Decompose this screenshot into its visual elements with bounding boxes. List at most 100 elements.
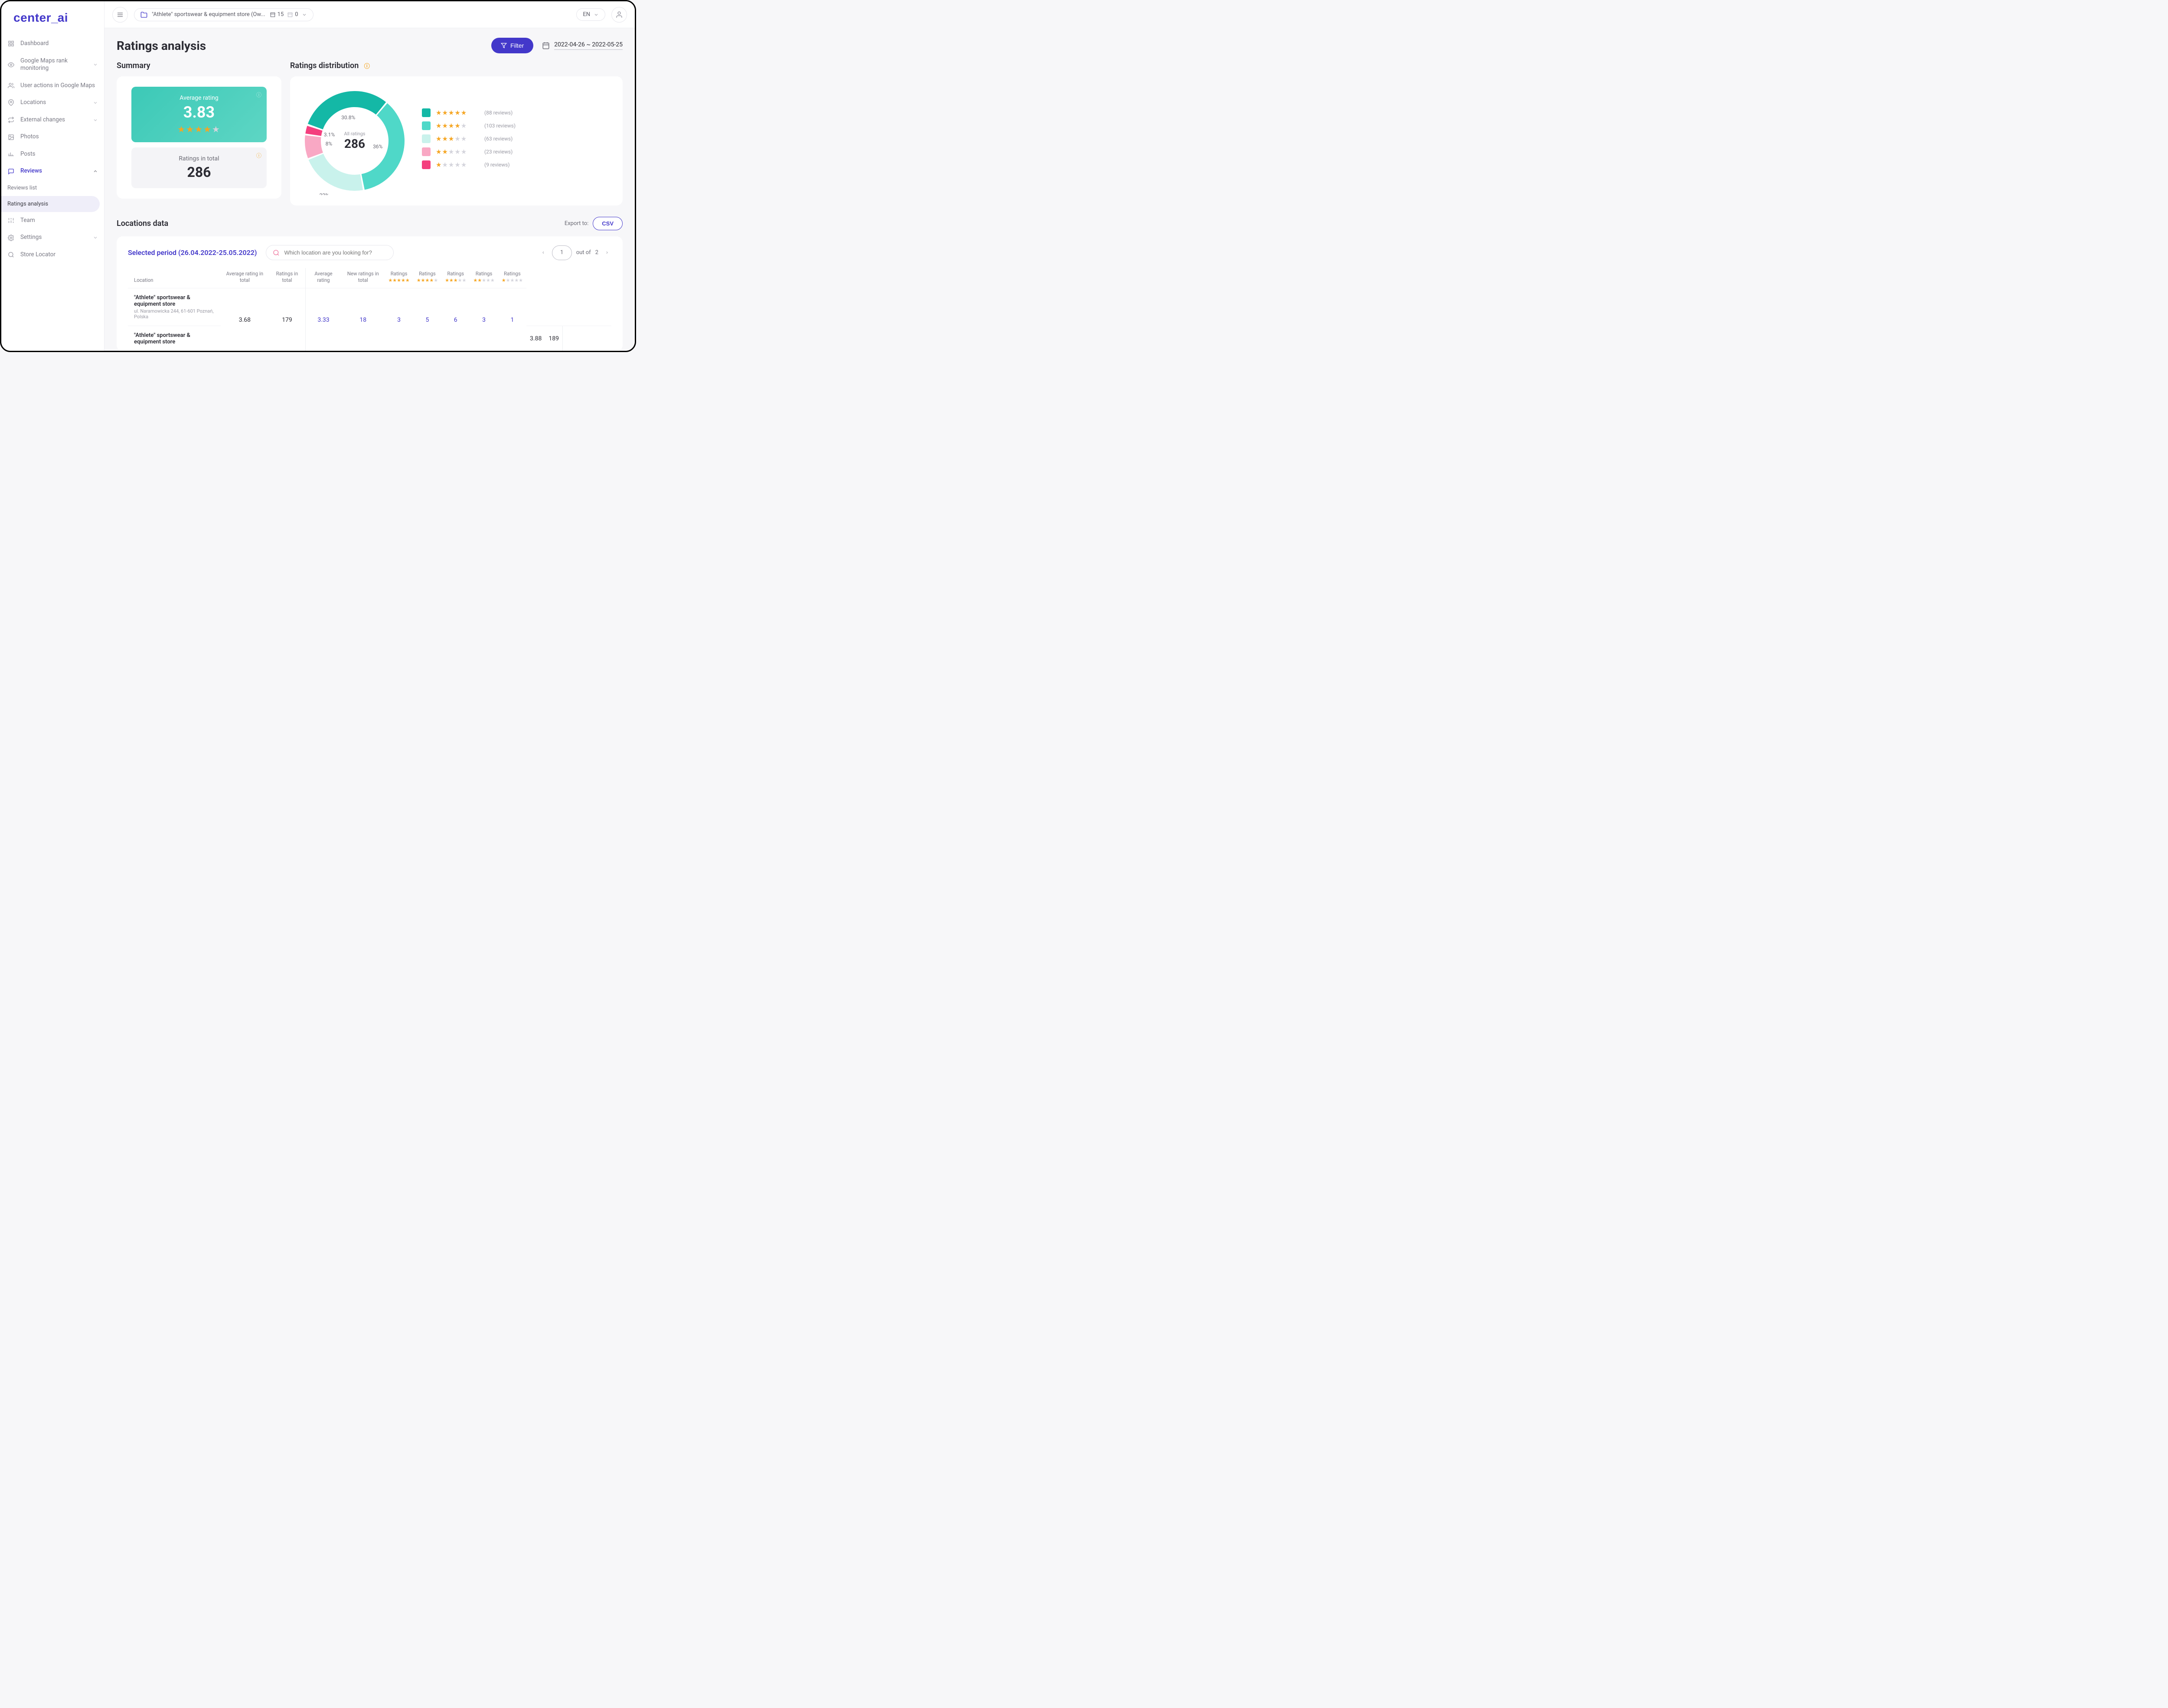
- sidebar-item-rank-monitoring[interactable]: Google Maps rank monitoring: [1, 52, 104, 77]
- sidebar-item-label: Dashboard: [20, 40, 98, 48]
- sidebar-item-label: Locations: [20, 99, 93, 107]
- pin-icon: [7, 99, 14, 106]
- sidebar-item-dashboard[interactable]: Dashboard: [1, 35, 104, 52]
- summary-card: ⓘ Average rating 3.83 ★★★★★ ⓘ Ratings in…: [117, 76, 281, 199]
- distribution-heading: Ratings distribution ⓘ: [290, 61, 623, 70]
- legend-row[interactable]: ★★★★★(9 reviews): [422, 160, 612, 169]
- cell-r5: 3: [385, 288, 413, 351]
- pager-total-pages: 2: [595, 249, 598, 256]
- date-range-picker[interactable]: 2022-04-26 ~ 2022-05-25: [542, 41, 623, 50]
- chat-icon: [7, 168, 14, 175]
- sidebar-subitem-reviews-list[interactable]: Reviews list: [1, 180, 104, 196]
- store-selector-label: "Athlete" sportswear & equipment store (…: [152, 11, 265, 18]
- locations-table: Location Average rating in total Ratings…: [128, 268, 611, 351]
- gear-icon: [7, 234, 14, 241]
- filter-button[interactable]: Filter: [491, 38, 533, 53]
- sidebar-submenu-reviews: Reviews list Ratings analysis: [1, 180, 104, 212]
- sidebar-item-photos[interactable]: Photos: [1, 128, 104, 146]
- page-content: Ratings analysis Filter 2022-04-26 ~ 202…: [104, 28, 635, 351]
- col-ratings-5: Ratings★★★★★: [385, 268, 413, 288]
- legend-row[interactable]: ★★★★★(88 reviews): [422, 108, 612, 117]
- donut-slice[interactable]: [305, 135, 323, 158]
- legend-swatch: [422, 121, 431, 130]
- selected-period-label: Selected period (26.04.2022-25.05.2022): [128, 248, 257, 257]
- col-avg-total: Average rating in total: [221, 268, 269, 288]
- chevron-down-icon: [93, 118, 98, 123]
- info-icon[interactable]: ⓘ: [256, 91, 261, 98]
- chevron-down-icon: [302, 12, 307, 17]
- donut-slice-label: 30.8%: [341, 114, 355, 121]
- sidebar-item-settings[interactable]: Settings: [1, 229, 104, 246]
- chevron-up-icon: [93, 169, 98, 174]
- location-name: "Athlete" sportswear & equipment store: [134, 294, 217, 307]
- col-new-ratings: New ratings in total: [341, 268, 385, 288]
- cell-r1: 1: [498, 288, 526, 351]
- distribution-legend: ★★★★★(88 reviews) ★★★★★(103 reviews) ★★★★★…: [422, 108, 612, 173]
- info-icon[interactable]: ⓘ: [364, 63, 370, 70]
- user-icon: [615, 11, 623, 19]
- sidebar-item-label: Store Locator: [20, 251, 98, 259]
- cell-r2: 3: [470, 288, 498, 351]
- chevron-down-icon: [93, 100, 98, 105]
- menu-toggle-button[interactable]: [112, 7, 128, 23]
- legend-count: (63 reviews): [484, 136, 513, 142]
- donut-slice[interactable]: [309, 154, 363, 191]
- chevron-down-icon: [93, 235, 98, 240]
- export-csv-button[interactable]: CSV: [593, 217, 623, 230]
- donut-slice[interactable]: [362, 103, 405, 190]
- dashboard-icon: [7, 40, 14, 47]
- sidebar-item-external-changes[interactable]: External changes: [1, 111, 104, 129]
- sidebar-item-label: Photos: [20, 133, 98, 141]
- col-ratings-total: Ratings in total: [269, 268, 305, 288]
- sidebar-item-locations[interactable]: Locations: [1, 94, 104, 111]
- table-row[interactable]: "Athlete" sportswear & equipment store u…: [128, 288, 611, 326]
- legend-row[interactable]: ★★★★★(63 reviews): [422, 134, 612, 143]
- cell-avg-total: 3.88: [526, 326, 545, 351]
- ratings-total-box: ⓘ Ratings in total 286: [131, 147, 267, 188]
- sidebar-item-team[interactable]: Team: [1, 212, 104, 229]
- user-menu-button[interactable]: [611, 7, 627, 23]
- info-icon[interactable]: ⓘ: [256, 152, 261, 159]
- donut-slice[interactable]: [308, 91, 386, 129]
- donut-center-value: 286: [344, 137, 366, 151]
- sidebar-item-label: Posts: [20, 150, 98, 158]
- col-ratings-4: Ratings★★★★★: [413, 268, 441, 288]
- legend-row[interactable]: ★★★★★(103 reviews): [422, 121, 612, 130]
- filter-button-label: Filter: [510, 42, 524, 49]
- sidebar-item-label: Google Maps rank monitoring: [20, 57, 93, 72]
- store-count-inactive: 0: [295, 11, 298, 18]
- sidebar-item-store-locator[interactable]: Store Locator: [1, 246, 104, 264]
- users-icon: [7, 82, 14, 89]
- donut-slice-label: 36%: [373, 144, 382, 150]
- language-selector[interactable]: EN: [576, 8, 605, 21]
- legend-swatch: [422, 147, 431, 156]
- average-rating-stars: ★★★★★: [141, 124, 257, 134]
- sidebar-item-posts[interactable]: Posts: [1, 146, 104, 163]
- pager-of-label: out of: [576, 249, 591, 256]
- eye-icon: [7, 61, 14, 68]
- search-pin-icon: [7, 251, 14, 258]
- donut-slice-label: 8%: [326, 140, 333, 147]
- store-selector[interactable]: "Athlete" sportswear & equipment store (…: [134, 8, 313, 21]
- sidebar-item-user-actions[interactable]: User actions in Google Maps: [1, 77, 104, 95]
- summary-heading: Summary: [117, 61, 281, 70]
- image-icon: [7, 134, 14, 140]
- ratings-donut-chart: 30.8%36%22%8%3.1% All ratings 286: [300, 87, 409, 195]
- location-name: "Athlete" sportswear & equipment store: [134, 332, 217, 345]
- sidebar-nav: Dashboard Google Maps rank monitoring Us…: [1, 35, 104, 351]
- legend-stars: ★★★★★: [436, 161, 479, 169]
- sidebar-subitem-ratings-analysis[interactable]: Ratings analysis: [1, 196, 100, 212]
- legend-swatch: [422, 134, 431, 143]
- donut-center-label: All ratings: [344, 131, 366, 137]
- pager-prev-button[interactable]: ‹: [539, 249, 548, 256]
- donut-slice-label: 22%: [320, 192, 329, 195]
- pager-next-button[interactable]: ›: [603, 249, 611, 256]
- cell-avg-total: 3.68: [221, 288, 269, 351]
- legend-swatch: [422, 160, 431, 169]
- sidebar-item-reviews[interactable]: Reviews: [1, 163, 104, 180]
- average-rating-box: ⓘ Average rating 3.83 ★★★★★: [131, 87, 267, 142]
- location-search-input[interactable]: [266, 245, 394, 260]
- legend-row[interactable]: ★★★★★(23 reviews): [422, 147, 612, 156]
- sidebar: center_ai Dashboard Google Maps rank mon…: [1, 1, 104, 351]
- locations-card: Selected period (26.04.2022-25.05.2022) …: [117, 236, 623, 351]
